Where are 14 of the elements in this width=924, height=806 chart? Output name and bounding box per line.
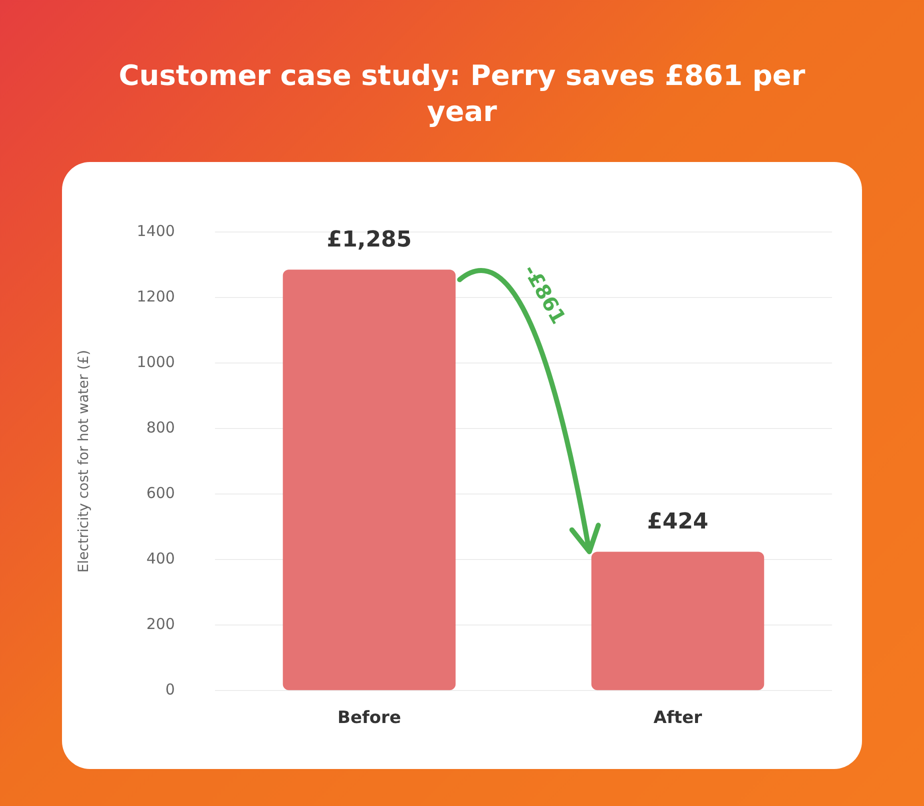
y-tick-label: 200 bbox=[146, 614, 175, 633]
chart-title: Customer case study: Perry saves £861 per year bbox=[118, 58, 806, 130]
x-tick-label: Before bbox=[337, 708, 401, 728]
y-tick-label: 0 bbox=[165, 680, 175, 698]
y-tick-label: 600 bbox=[146, 484, 175, 502]
data-label: £424 bbox=[647, 509, 708, 534]
y-tick-label: 1400 bbox=[136, 222, 175, 240]
data-label: £1,285 bbox=[326, 227, 412, 252]
y-axis-title: Electricity cost for hot water (£) bbox=[76, 350, 92, 573]
x-tick-label: After bbox=[653, 708, 703, 728]
y-tick-label: 1000 bbox=[136, 352, 175, 371]
y-tick-label: 400 bbox=[146, 549, 175, 568]
y-tick-label: 1200 bbox=[136, 287, 175, 306]
y-tick-label: 800 bbox=[146, 418, 175, 436]
